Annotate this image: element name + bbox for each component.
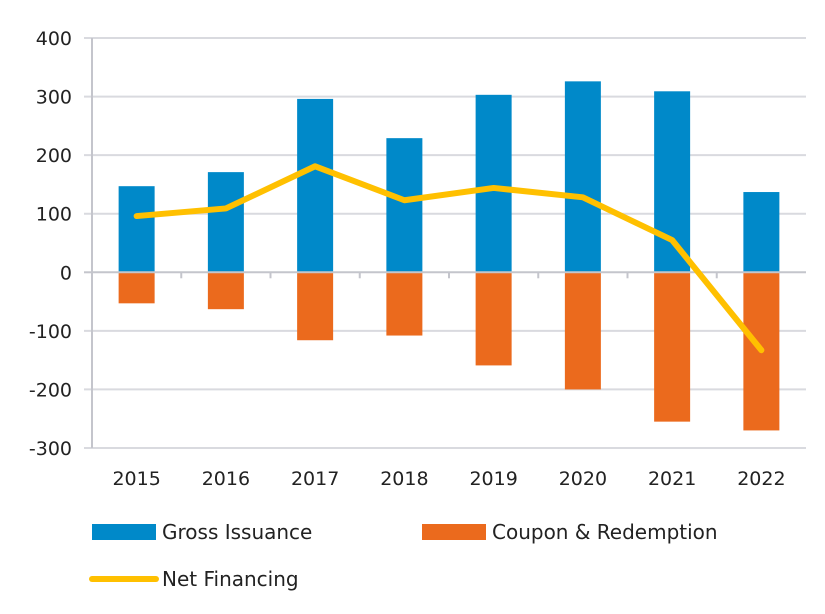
y-tick-label: -300 (29, 438, 72, 460)
x-tick-label: 2016 (202, 468, 250, 490)
legend: Gross Issuance Coupon & Redemption Net Fin… (89, 520, 718, 591)
bar-gross-issuance-2022 (743, 192, 780, 273)
bar-coupon-redemption-2015 (118, 272, 155, 304)
x-tick-label: 2018 (380, 468, 428, 490)
bar-coupon-redemption-2016 (207, 272, 244, 310)
x-tick-labels: 2015 2016 2017 2018 2019 2020 2021 2022 (112, 468, 785, 490)
y-tick-label: 200 (36, 145, 72, 167)
bar-coupon-redemption-2021 (654, 272, 691, 422)
y-tick-label: 300 (36, 87, 72, 109)
y-tick-label: 400 (36, 28, 72, 50)
legend-label: Coupon & Redemption (492, 520, 718, 544)
bar-gross-issuance-2020 (564, 81, 601, 273)
bar-gross-issuance-2021 (654, 91, 691, 273)
bars (118, 81, 780, 431)
y-tick-labels: 400 300 200 100 0 -100 -200 -300 (29, 28, 72, 460)
lines (133, 163, 765, 354)
bar-gross-issuance-2019 (475, 94, 512, 273)
legend-label: Gross Issuance (162, 520, 312, 544)
legend-swatch (92, 524, 156, 540)
gridlines (84, 37, 806, 449)
y-tick-label: 0 (60, 262, 72, 284)
legend-label: Net Financing (162, 567, 299, 591)
y-tick-label: 100 (36, 204, 72, 226)
y-tick-label: -100 (29, 321, 72, 343)
x-tick-label: 2021 (648, 468, 696, 490)
bar-gross-issuance-2015 (118, 186, 155, 273)
axes (91, 38, 806, 448)
x-tick-label: 2019 (469, 468, 517, 490)
legend-swatch (422, 524, 486, 540)
bar-coupon-redemption-2020 (564, 272, 601, 390)
line-net-financing (133, 163, 765, 354)
bar-coupon-redemption-2019 (475, 272, 512, 366)
x-tick-label: 2020 (559, 468, 607, 490)
x-tick-label: 2022 (737, 468, 785, 490)
bar-gross-issuance-2017 (297, 98, 334, 273)
bar-coupon-redemption-2017 (297, 272, 334, 341)
bar-coupon-redemption-2018 (386, 272, 423, 336)
bar-gross-issuance-2016 (207, 172, 244, 273)
x-tick-label: 2015 (112, 468, 160, 490)
y-tick-label: -200 (29, 379, 72, 401)
x-tick-label: 2017 (291, 468, 339, 490)
bar-gross-issuance-2018 (386, 138, 423, 273)
